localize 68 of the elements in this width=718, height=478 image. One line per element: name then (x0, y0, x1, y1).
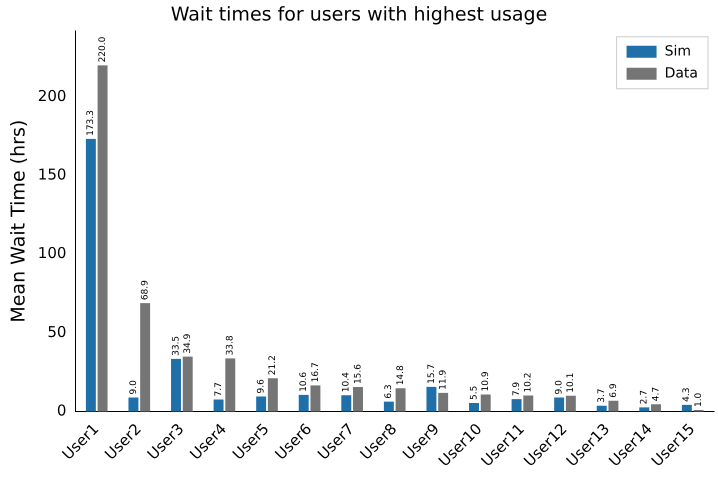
bar (396, 388, 406, 412)
bar (682, 404, 692, 412)
data-label: 14.8 (396, 365, 406, 386)
data-label: 15.6 (353, 364, 364, 384)
data-label: 9.0 (554, 380, 564, 394)
bar (298, 394, 309, 412)
data-label: 7.7 (214, 382, 224, 396)
legend-label: Data (664, 65, 698, 82)
data-label: 68.9 (140, 280, 150, 300)
data-label: 173.3 (86, 110, 96, 136)
data-label: 10.9 (481, 371, 492, 392)
y-tick-label: 100 (38, 244, 66, 262)
bar (214, 399, 224, 412)
data-label: 33.8 (226, 335, 236, 356)
bar (596, 406, 607, 412)
data-label: 5.5 (469, 386, 480, 400)
data-label: 10.2 (524, 372, 534, 393)
data-label: 6.9 (608, 383, 619, 398)
data-label: 3.7 (597, 388, 608, 403)
bar (182, 356, 193, 412)
y-tick-label: 150 (38, 165, 66, 184)
data-label: 2.7 (640, 390, 650, 404)
bar (554, 397, 564, 412)
y-tick-label: 200 (38, 86, 66, 105)
y-tick-label: 50 (47, 322, 66, 341)
data-label: 10.4 (342, 372, 352, 392)
data-label: 220.0 (98, 36, 108, 62)
bar (128, 397, 138, 412)
bar (512, 399, 522, 412)
bar (310, 385, 320, 412)
data-label: 15.7 (426, 364, 437, 384)
data-label: 34.9 (183, 333, 194, 354)
bar (98, 65, 108, 412)
data-label: 1.0 (694, 392, 704, 408)
data-label: 4.3 (682, 388, 692, 402)
y-axis-title: Mean Wait Time (hrs) (7, 120, 30, 323)
data-label: 10.1 (566, 372, 576, 393)
data-label: 4.7 (651, 386, 662, 402)
data-label: 33.5 (171, 336, 182, 356)
bar (268, 378, 278, 412)
bar (480, 394, 491, 412)
bar (608, 400, 618, 412)
data-label: 9.0 (128, 380, 139, 394)
bar (341, 395, 352, 412)
data-label: 16.7 (310, 362, 321, 382)
bar (566, 396, 576, 412)
bar (523, 396, 534, 412)
data-label: 11.9 (438, 370, 448, 390)
chart-title: Wait times for users with highest usage (170, 3, 548, 26)
bar (651, 404, 661, 412)
bar (225, 358, 236, 412)
legend-label: Sim (664, 43, 691, 60)
data-label: 10.6 (299, 372, 310, 392)
data-label: 21.2 (268, 355, 278, 376)
data-label: 6.3 (384, 384, 394, 399)
bar (639, 407, 650, 412)
bar (384, 402, 394, 412)
data-label: 7.9 (512, 382, 522, 396)
bar (140, 303, 150, 412)
bar (256, 396, 266, 412)
bar (438, 392, 448, 412)
bar (171, 358, 181, 412)
data-label: 9.6 (256, 378, 266, 394)
bar (426, 386, 436, 412)
bar (469, 402, 479, 412)
bar (353, 387, 363, 412)
y-tick-label: 0 (56, 401, 66, 420)
bar (86, 138, 96, 412)
